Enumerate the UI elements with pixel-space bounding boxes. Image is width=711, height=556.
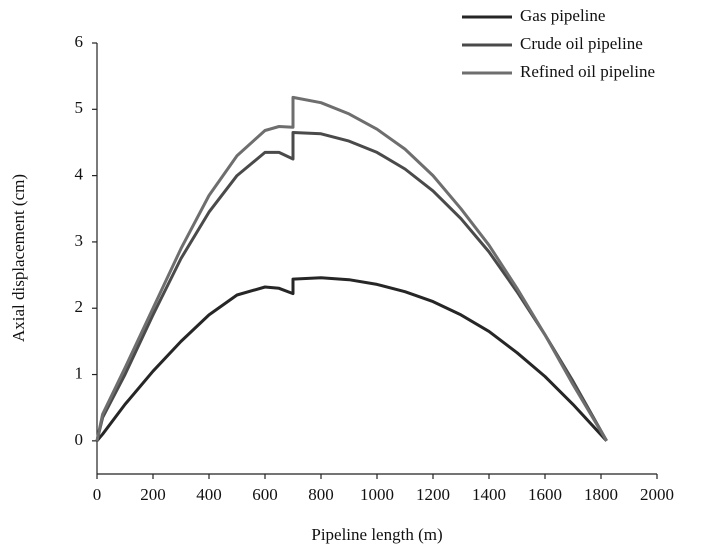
x-tick-label: 2000 [640, 485, 674, 504]
y-tick-label: 4 [75, 165, 84, 184]
y-tick-label: 5 [75, 98, 84, 117]
x-tick-label: 200 [140, 485, 166, 504]
series-line [95, 95, 608, 442]
legend-label: Gas pipeline [520, 6, 605, 25]
x-tick-label: 400 [196, 485, 222, 504]
y-axis-label: Axial displacement (cm) [9, 174, 28, 342]
x-tick-label: 1800 [584, 485, 618, 504]
x-tick-label: 1400 [472, 485, 506, 504]
x-tick-label: 0 [93, 485, 102, 504]
y-tick-label: 1 [75, 363, 84, 382]
y-tick-label: 6 [75, 32, 84, 51]
x-tick-label: 600 [252, 485, 278, 504]
y-tick-label: 0 [75, 430, 84, 449]
x-tick-label: 1000 [360, 485, 394, 504]
x-tick-label: 800 [308, 485, 334, 504]
legend-label: Crude oil pipeline [520, 34, 643, 53]
series-line [95, 276, 608, 442]
legend-label: Refined oil pipeline [520, 62, 655, 81]
y-tick-label: 3 [75, 231, 84, 250]
series-line [95, 131, 608, 442]
y-tick-label: 2 [75, 297, 84, 316]
x-axis-label: Pipeline length (m) [311, 525, 442, 544]
x-tick-label: 1600 [528, 485, 562, 504]
x-tick-label: 1200 [416, 485, 450, 504]
